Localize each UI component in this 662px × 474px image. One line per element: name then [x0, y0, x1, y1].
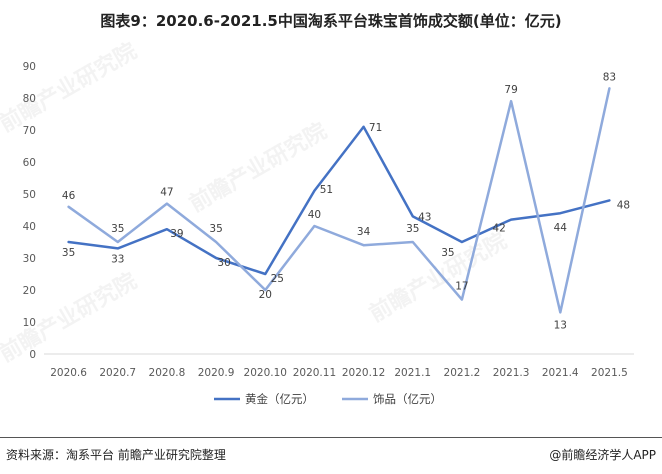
x-axis: 2020.6 2020.7 2020.8 2020.9 2020.10 2020.11 20… [44, 353, 634, 379]
x-tick-label: 2020.12 [342, 367, 385, 379]
data-label: 42 [492, 223, 505, 235]
data-label: 34 [357, 226, 371, 238]
series-layer [67, 87, 611, 314]
data-label: 39 [170, 228, 183, 240]
data-label: 35 [441, 247, 454, 259]
y-tick-label: 90 [23, 61, 36, 73]
x-tick-label: 2021.4 [542, 367, 579, 379]
y-tick-label: 30 [23, 253, 36, 265]
data-label: 33 [111, 253, 124, 265]
legend-item: 饰品（亿元） [342, 392, 442, 406]
data-label: 17 [455, 281, 468, 293]
credit-note: @前瞻经济学人APP [549, 448, 656, 462]
x-tick-label: 2021.2 [444, 367, 481, 379]
y-tick-label: 60 [23, 157, 36, 169]
data-label: 25 [271, 273, 284, 285]
legend-label: 黄金（亿元） [245, 392, 314, 406]
legend-label: 饰品（亿元） [373, 392, 442, 406]
x-tick-label: 2021.1 [394, 367, 431, 379]
x-tick-label: 2021.5 [591, 367, 628, 379]
data-label: 43 [418, 211, 431, 223]
source-note: 资料来源：淘系平台 前瞻产业研究院整理 [6, 448, 226, 462]
x-tick-label: 2021.3 [493, 367, 530, 379]
x-tick-label: 2020.7 [99, 367, 136, 379]
x-tick-label: 2020.9 [198, 367, 235, 379]
x-tick-label: 2020.6 [50, 367, 87, 379]
data-label: 46 [62, 190, 76, 202]
x-tick-label: 2020.11 [293, 367, 336, 379]
y-tick-label: 10 [23, 317, 36, 329]
y-tick-label: 20 [23, 285, 36, 297]
data-label: 71 [369, 122, 382, 134]
data-label: 13 [554, 319, 567, 331]
data-label: 40 [308, 209, 321, 221]
footer-divider [0, 437, 662, 438]
data-label: 30 [217, 257, 230, 269]
data-label: 51 [320, 184, 333, 196]
series-line-1 [67, 87, 611, 314]
data-label: 83 [603, 71, 616, 83]
x-tick-label: 2020.10 [244, 367, 287, 379]
y-tick-label: 50 [23, 189, 36, 201]
data-label: 79 [504, 84, 517, 96]
y-tick-label: 0 [29, 349, 36, 361]
x-tick-label: 2020.8 [149, 367, 186, 379]
data-label: 35 [111, 223, 124, 235]
data-label: 35 [209, 223, 222, 235]
y-axis: 0 10 20 30 40 50 60 70 80 90 [23, 61, 36, 361]
chart-title: 图表9：2020.6-2021.5中国淘系平台珠宝首饰成交额(单位：亿元) [100, 12, 562, 30]
y-tick-label: 40 [23, 221, 36, 233]
data-label: 44 [554, 222, 568, 234]
y-tick-label: 80 [23, 93, 36, 105]
data-label: 47 [160, 187, 173, 199]
series-line-0 [67, 125, 611, 276]
legend: 黄金（亿元） 饰品（亿元） [214, 392, 442, 406]
y-tick-label: 70 [23, 125, 36, 137]
data-label: 20 [259, 289, 272, 301]
legend-item: 黄金（亿元） [214, 392, 314, 406]
data-label: 35 [62, 247, 75, 259]
data-label: 35 [406, 223, 419, 235]
data-label: 48 [617, 199, 630, 211]
